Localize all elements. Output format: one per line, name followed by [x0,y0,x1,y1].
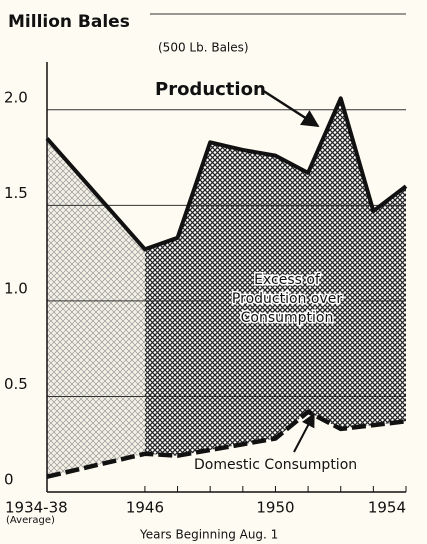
excess-label: Excess of Production over Consumption [230,271,343,328]
subtitle: (500 Lb. Bales) [158,41,249,55]
label-bg [212,268,362,330]
x-tick-label: 1954 [368,499,406,517]
consumption-label: Domestic Consumption [194,457,357,473]
excess-line: Excess of [254,272,321,288]
x-tick-label: 1946 [126,499,164,517]
axes: 0 0.5 1.0 1.5 2.0 1934-38 1946 1950 1954 [4,62,407,517]
x-tick-label: 1934-38 [5,499,68,517]
production-arrow [261,88,320,128]
excess-line: Production over [232,291,342,307]
y-tick-label: 1.5 [4,184,28,202]
y-tick-label: 2.0 [4,88,28,106]
y-axis-title: Million Bales [8,12,130,32]
line [45,96,408,252]
y-tick-label: 0.5 [4,375,28,393]
x-note: (Average) [6,515,55,526]
area [47,138,145,477]
production-label: Production [155,79,266,100]
line [46,409,407,479]
y-tick-label: 1.0 [4,279,28,297]
consumption-arrow [293,412,315,453]
x-tick-label: 1950 [256,499,294,517]
excess-line: Consumption [241,310,334,326]
y-tick-label: 0 [4,471,14,489]
x-axis-title: Years Beginning Aug. 1 [139,528,278,542]
